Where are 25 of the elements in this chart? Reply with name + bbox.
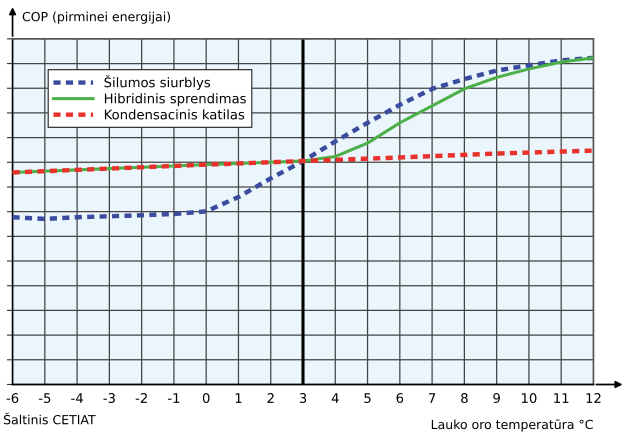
x-tick-label: 5 xyxy=(364,393,371,404)
text: Šaltinis CETIAT xyxy=(4,412,96,424)
x-tick-label: -5 xyxy=(38,393,50,404)
x-tick-label: 1 xyxy=(236,393,242,403)
x-tick-label: 12 xyxy=(586,393,601,403)
x-tick-label: 8 xyxy=(461,393,468,404)
x-tick-label: 11 xyxy=(554,393,568,403)
x-tick-label: 0 xyxy=(202,393,210,404)
x-tick-label: 9 xyxy=(493,393,500,404)
x-tick-label: 4 xyxy=(332,393,339,403)
x-tick-label: -1 xyxy=(168,393,180,403)
x-tick-label: 10 xyxy=(522,393,536,404)
x-tick-label: 2 xyxy=(268,393,274,403)
x-tick-label: 3 xyxy=(300,393,306,404)
legend-label: Šilumos siurblys xyxy=(104,74,210,90)
x-tick-label: -4 xyxy=(71,393,83,403)
x-tick-label: 7 xyxy=(428,393,436,403)
x-tick-label: 6 xyxy=(396,393,404,404)
legend-label: Hibridinis sprendimas xyxy=(104,93,246,106)
x-tick-label: -3 xyxy=(103,393,115,404)
x-tick-label: -6 xyxy=(6,393,18,404)
y-axis-title: COP (pirminei energijai) xyxy=(22,12,170,24)
legend-label: Kondensacinis katilas xyxy=(104,109,244,120)
x-axis-title: Lauko oro temperatūra °C xyxy=(432,419,593,432)
x-tick-label: -2 xyxy=(136,393,147,403)
